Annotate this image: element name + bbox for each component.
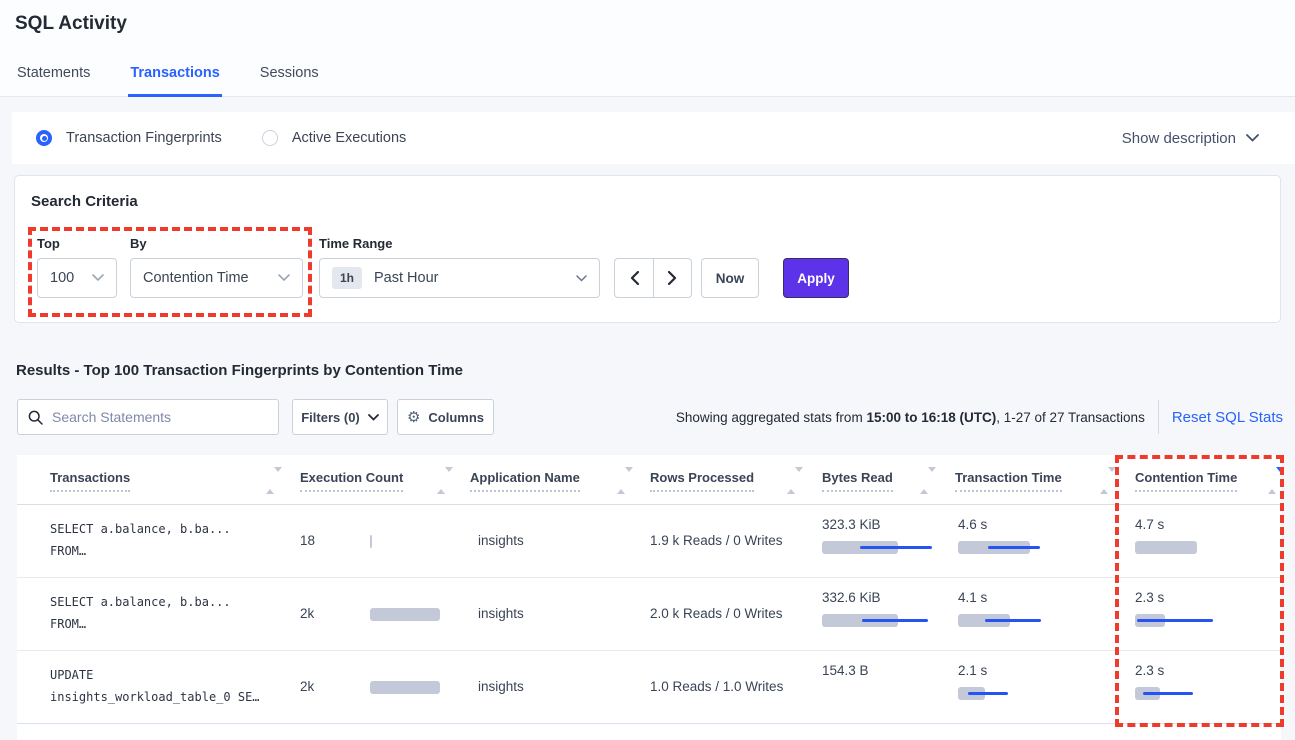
execution-count-bar (370, 608, 490, 621)
top-select[interactable]: 100 (37, 258, 117, 298)
column-header-bytes-read[interactable]: Bytes Read (822, 470, 893, 492)
gear-icon: ⚙ (406, 409, 421, 426)
sort-icon[interactable] (920, 467, 936, 494)
page-title: SQL Activity (15, 13, 127, 34)
table-row: UPDATE insights_workload_table_0 SE… 2k … (17, 651, 1281, 724)
tab-statements[interactable]: Statements (17, 65, 91, 81)
search-icon (28, 410, 43, 425)
contention-time-bar (1135, 614, 1255, 627)
by-select[interactable]: Contention Time (130, 258, 303, 298)
rows-processed-value: 2.0 k Reads / 0 Writes (650, 606, 783, 621)
contention-time-bar (1135, 687, 1255, 700)
time-pager (614, 258, 692, 298)
tab-sessions[interactable]: Sessions (259, 65, 319, 81)
application-name-value: insights (478, 606, 524, 621)
chevron-down-icon (576, 274, 587, 282)
column-header-application-name[interactable]: Application Name (470, 470, 580, 492)
column-header-execution-count[interactable]: Execution Count (300, 470, 404, 492)
table-header-row: Transactions Execution Count Application… (17, 455, 1284, 505)
chevron-down-icon (92, 274, 104, 282)
chevron-down-icon (1246, 134, 1259, 142)
radio-selected-icon[interactable] (36, 130, 52, 146)
radio-active-executions[interactable]: Active Executions (261, 130, 406, 146)
chevron-left-icon (630, 271, 639, 285)
transaction-fingerprint-link[interactable]: SELECT a.balance, b.ba... FROM… (50, 595, 231, 631)
table-row: SELECT a.balance, b.ba... FROM… 18 insig… (17, 505, 1281, 578)
columns-button[interactable]: ⚙ Columns (397, 399, 494, 435)
next-time-button[interactable] (653, 258, 692, 298)
table-row: SELECT a.balance, b.ba... FROM… 2k insig… (17, 578, 1281, 651)
contention-time-bar (1135, 541, 1255, 554)
search-statements-box[interactable] (17, 399, 279, 435)
chevron-right-icon (668, 271, 677, 285)
chevron-down-icon (278, 274, 290, 282)
rows-processed-value: 1.9 k Reads / 0 Writes (650, 533, 783, 548)
previous-time-button[interactable] (614, 258, 653, 298)
transaction-time-bar (958, 687, 1078, 700)
filters-button[interactable]: Filters (0) (292, 399, 388, 435)
column-header-transactions[interactable]: Transactions (50, 470, 131, 492)
time-range-badge: 1h (332, 267, 363, 289)
search-statements-input[interactable] (52, 409, 268, 425)
sort-icon-descending[interactable] (1268, 467, 1284, 494)
tab-bar: Statements Transactions Sessions (15, 65, 321, 97)
bytes-read-bar (822, 614, 942, 627)
results-heading: Results - Top 100 Transaction Fingerprin… (16, 362, 464, 379)
execution-count-bar (370, 681, 490, 694)
show-description-toggle[interactable]: Show description (1122, 130, 1259, 147)
page-header: SQL Activity Statements Transactions Ses… (0, 0, 1295, 97)
time-range-label: Time Range (319, 236, 393, 251)
search-criteria-panel: Search Criteria Top By Time Range 100 Co… (14, 175, 1281, 323)
column-header-rows-processed[interactable]: Rows Processed (650, 470, 755, 492)
search-criteria-title: Search Criteria (31, 193, 138, 210)
time-range-select[interactable]: 1h Past Hour (319, 258, 600, 298)
by-label: By (130, 236, 147, 251)
column-header-transaction-time[interactable]: Transaction Time (955, 470, 1062, 492)
apply-button[interactable]: Apply (783, 258, 849, 298)
sort-icon[interactable] (266, 467, 282, 494)
aggregated-stats-text: Showing aggregated stats from 15:00 to 1… (675, 409, 1145, 425)
transaction-fingerprint-link[interactable]: SELECT a.balance, b.ba... FROM… (50, 522, 231, 558)
transaction-fingerprint-link[interactable]: UPDATE insights_workload_table_0 SE… (50, 668, 260, 704)
top-label: Top (37, 236, 60, 251)
execution-count-bar (370, 535, 490, 548)
radio-unselected-icon[interactable] (261, 130, 278, 146)
bytes-read-bar (822, 541, 942, 554)
tab-transactions[interactable]: Transactions (128, 65, 222, 97)
execution-count-value: 18 (300, 533, 316, 548)
reset-sql-stats-link[interactable]: Reset SQL Stats (1171, 408, 1283, 426)
vertical-divider (1157, 400, 1159, 434)
column-header-contention-time[interactable]: Contention Time (1135, 470, 1238, 492)
transactions-table: Transactions Execution Count Application… (17, 455, 1284, 740)
sort-icon[interactable] (617, 467, 633, 494)
execution-count-value: 2k (300, 606, 315, 621)
transaction-time-bar (958, 614, 1078, 627)
now-button[interactable]: Now (701, 258, 759, 298)
sort-icon[interactable] (1100, 467, 1116, 494)
radio-transaction-fingerprints[interactable]: Transaction Fingerprints (36, 130, 222, 146)
view-toggle-bar: Transaction Fingerprints Active Executio… (12, 112, 1295, 164)
execution-count-value: 2k (300, 679, 315, 694)
application-name-value: insights (478, 679, 524, 694)
application-name-value: insights (478, 533, 524, 548)
transaction-time-bar (958, 541, 1078, 554)
sort-icon[interactable] (787, 467, 803, 494)
stats-area: Showing aggregated stats from 15:00 to 1… (676, 399, 1283, 435)
view-radio-group: Transaction Fingerprints Active Executio… (36, 130, 406, 146)
chevron-down-icon (367, 413, 379, 421)
rows-processed-value: 1.0 Reads / 1.0 Writes (650, 679, 784, 694)
sort-icon[interactable] (437, 467, 453, 494)
